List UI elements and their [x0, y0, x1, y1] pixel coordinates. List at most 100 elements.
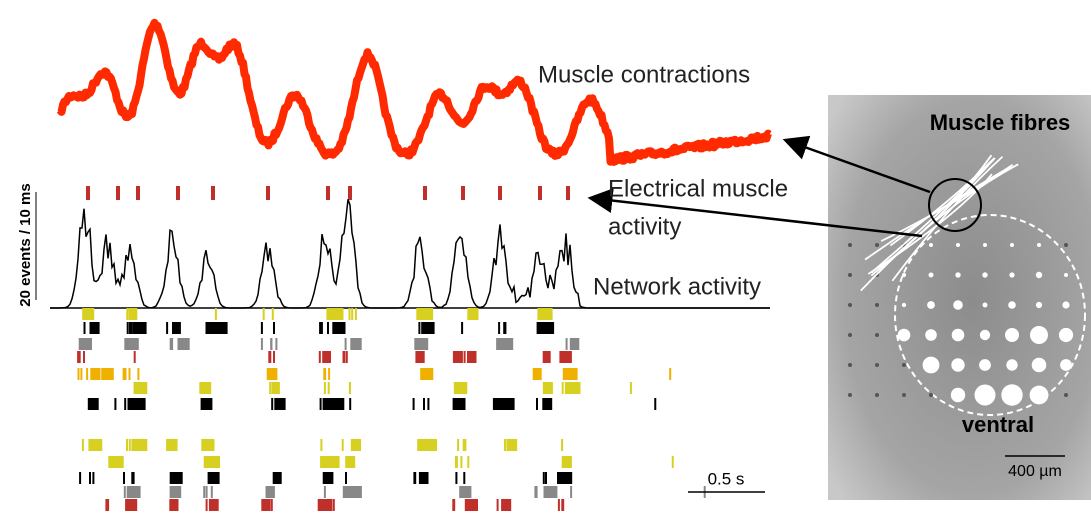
label: activity [608, 213, 681, 240]
raster-event [172, 322, 181, 334]
fibre-circle [928, 178, 982, 232]
raster-event [327, 322, 329, 334]
electrode [875, 363, 879, 367]
raster-event [271, 398, 274, 410]
electrode [902, 363, 906, 367]
raster-event [127, 338, 139, 350]
raster-event [126, 439, 128, 451]
electrode [951, 358, 965, 372]
raster-event [124, 368, 127, 380]
raster-event [629, 382, 632, 394]
raster-event [169, 486, 180, 498]
raster-event [654, 398, 657, 410]
electrode [1029, 385, 1049, 405]
electrode [848, 273, 852, 277]
electrode [1031, 357, 1047, 373]
raster-event [669, 368, 672, 380]
electrode [1062, 301, 1070, 309]
raster-event [350, 456, 353, 468]
raster-event [88, 439, 103, 451]
raster-event [270, 499, 273, 511]
raster-event [463, 472, 466, 484]
raster-event [328, 398, 340, 410]
raster-event [210, 486, 213, 498]
raster-event [92, 472, 95, 484]
raster-event [504, 322, 507, 334]
raster-event [501, 338, 514, 350]
raster-event [345, 472, 347, 484]
electrode [1064, 273, 1068, 277]
emg-marker [566, 186, 570, 200]
photo-label: ventral [962, 412, 1034, 437]
emg-marker [423, 186, 427, 200]
raster-event [207, 472, 220, 484]
electrode [929, 243, 933, 247]
emg-marker [538, 186, 542, 200]
raster-event [80, 338, 83, 350]
raster-event [464, 499, 478, 511]
raster-event [270, 338, 273, 350]
raster-event [81, 439, 84, 451]
raster-event [463, 382, 466, 394]
raster-event [127, 398, 137, 410]
raster-event [89, 472, 91, 484]
raster-event [561, 456, 564, 468]
raster-event [209, 322, 219, 334]
raster-event [459, 486, 472, 498]
raster-event [412, 398, 415, 410]
raster-event [350, 486, 362, 498]
raster-event [350, 338, 362, 350]
raster-event [169, 439, 178, 451]
raster-event [320, 322, 323, 334]
raster-event [133, 382, 148, 394]
label: Electrical muscle [608, 175, 788, 202]
raster-event [124, 398, 127, 410]
raster-event [275, 338, 278, 350]
electrode [974, 384, 996, 406]
raster-event [86, 368, 89, 380]
raster-event [455, 398, 458, 410]
raster-event [105, 499, 108, 511]
raster-event [128, 368, 131, 380]
electrode-grid [848, 154, 1074, 406]
raster-event [345, 351, 348, 363]
raster-event [262, 308, 265, 320]
raster-event [274, 398, 286, 410]
raster-event [323, 486, 326, 498]
raster-event [344, 338, 347, 350]
emg-marker [136, 186, 140, 200]
raster-event [169, 499, 178, 511]
raster-event [201, 439, 215, 451]
electrode [848, 333, 852, 337]
raster-event [322, 398, 332, 410]
raster-event [457, 439, 460, 451]
raster-event [492, 398, 506, 410]
raster-event [322, 472, 333, 484]
raster-event [108, 456, 120, 468]
raster-event [319, 322, 322, 334]
emg-marker [176, 186, 180, 200]
electrode [1058, 327, 1074, 343]
raster-event [122, 368, 125, 380]
raster-event [463, 351, 466, 363]
raster-event [569, 338, 580, 350]
raster-event [126, 486, 141, 498]
raster-event [467, 351, 477, 363]
raster-event [129, 322, 131, 334]
raster-event [134, 439, 148, 451]
raster-event [273, 322, 275, 334]
raster-event [498, 322, 501, 334]
electrode [848, 243, 852, 247]
raster-event [461, 322, 464, 334]
electrode [956, 243, 960, 247]
electrode [1008, 301, 1016, 309]
raster-event [205, 499, 208, 511]
raster-event [328, 368, 331, 380]
raster-event [320, 456, 330, 468]
raster-event [418, 322, 421, 334]
raster-event [536, 398, 538, 410]
raster-event [87, 398, 99, 410]
raster-event [503, 322, 506, 334]
electrode [1006, 359, 1018, 371]
raster-event [274, 472, 277, 484]
